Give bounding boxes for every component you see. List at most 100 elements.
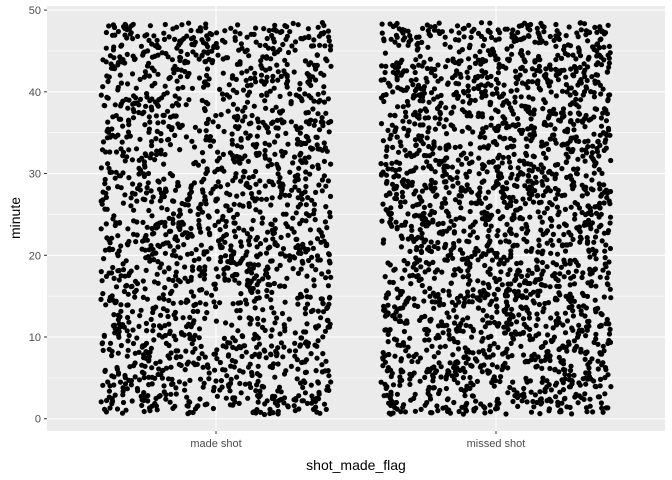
data-point xyxy=(284,33,290,39)
data-point xyxy=(115,59,122,66)
data-point xyxy=(562,50,568,57)
data-point xyxy=(422,402,428,408)
data-point xyxy=(169,288,175,294)
data-point xyxy=(252,331,258,337)
data-point xyxy=(230,301,236,307)
data-point xyxy=(196,222,202,228)
data-point xyxy=(268,333,274,339)
data-point xyxy=(168,228,174,234)
data-point xyxy=(557,389,563,395)
data-point xyxy=(464,289,471,295)
data-point xyxy=(566,304,572,311)
data-point xyxy=(543,353,549,359)
data-point xyxy=(199,351,205,357)
data-point xyxy=(482,134,488,141)
data-point xyxy=(529,246,535,252)
data-point xyxy=(394,34,400,40)
data-point xyxy=(432,293,439,299)
data-point xyxy=(399,189,405,195)
data-point xyxy=(588,283,594,289)
data-point xyxy=(505,286,511,292)
data-point xyxy=(519,398,525,404)
data-point xyxy=(547,33,553,40)
data-point xyxy=(501,307,507,313)
data-point xyxy=(184,394,190,400)
data-point xyxy=(423,259,429,266)
data-point xyxy=(562,248,569,254)
data-point xyxy=(529,168,535,174)
data-point xyxy=(246,53,252,59)
data-point xyxy=(167,142,173,148)
data-point xyxy=(495,70,501,76)
data-point xyxy=(447,360,453,366)
data-point xyxy=(220,343,226,349)
data-point xyxy=(105,161,111,167)
data-point xyxy=(420,25,426,31)
data-point xyxy=(262,348,268,354)
data-point xyxy=(500,120,506,126)
data-point xyxy=(126,332,132,339)
data-point xyxy=(249,369,255,376)
data-point xyxy=(105,95,111,101)
data-point xyxy=(315,379,321,385)
data-point xyxy=(98,165,104,171)
data-point xyxy=(282,23,288,29)
data-point xyxy=(398,244,404,250)
data-point xyxy=(173,113,179,119)
data-point xyxy=(504,145,510,151)
data-point xyxy=(401,328,407,335)
data-point xyxy=(449,164,455,170)
data-point xyxy=(558,55,565,62)
data-point xyxy=(303,176,309,182)
data-point xyxy=(107,383,113,389)
data-point xyxy=(603,264,609,270)
data-point xyxy=(234,61,240,67)
data-point xyxy=(282,57,288,63)
data-point xyxy=(210,119,216,125)
data-point xyxy=(209,48,215,54)
data-point xyxy=(185,251,191,257)
data-point xyxy=(247,321,253,327)
data-point xyxy=(434,403,440,409)
data-point xyxy=(601,44,607,50)
data-point xyxy=(547,216,554,222)
data-point xyxy=(607,286,613,292)
data-point xyxy=(548,89,554,95)
data-point xyxy=(139,246,145,252)
data-point xyxy=(177,54,183,61)
data-point xyxy=(519,130,525,136)
data-point xyxy=(174,66,181,72)
data-point xyxy=(165,137,171,143)
data-point xyxy=(518,94,524,100)
data-point xyxy=(146,255,152,261)
data-point xyxy=(179,122,185,128)
data-point xyxy=(470,350,476,356)
data-point xyxy=(511,137,517,143)
data-point xyxy=(426,125,432,131)
data-point xyxy=(295,270,302,276)
data-point xyxy=(253,25,259,31)
data-point xyxy=(271,280,277,287)
x-tick-label: missed shot xyxy=(467,438,526,450)
data-point xyxy=(541,97,547,103)
data-point xyxy=(466,110,472,116)
data-point xyxy=(234,272,240,278)
data-point xyxy=(461,300,467,306)
data-point xyxy=(578,311,585,317)
data-point xyxy=(380,138,386,144)
data-point xyxy=(161,383,167,389)
data-point xyxy=(381,36,387,42)
data-point xyxy=(538,199,544,205)
data-point xyxy=(391,267,397,273)
data-point xyxy=(324,225,330,231)
data-point xyxy=(504,180,510,186)
data-point xyxy=(443,64,449,70)
data-point xyxy=(570,308,576,314)
data-point xyxy=(243,130,249,136)
data-point xyxy=(149,54,155,60)
data-point xyxy=(443,179,449,185)
data-point xyxy=(521,385,527,392)
data-point xyxy=(484,243,490,249)
data-point xyxy=(583,212,589,218)
